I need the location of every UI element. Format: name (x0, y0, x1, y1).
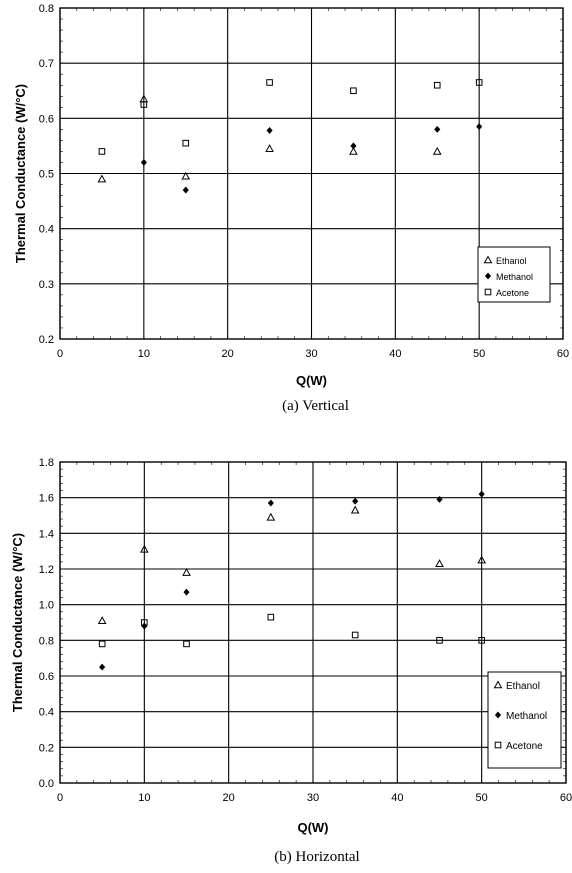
y-axis-title: Thermal Conductance (W/°C) (10, 533, 25, 712)
y-tick-label: 0.2 (39, 742, 54, 754)
data-point-ethanol (266, 512, 276, 521)
data-point-methanol (267, 499, 274, 507)
legend-marker-ethanol (483, 255, 493, 264)
y-tick-label: 1.6 (39, 493, 54, 505)
x-tick-label: 50 (473, 348, 485, 360)
legend-label-methanol: Methanol (506, 711, 547, 722)
x-tick-label: 20 (222, 348, 234, 360)
y-tick-label: 0.5 (39, 169, 54, 181)
legend-label-ethanol: Ethanol (506, 681, 540, 692)
x-tick-label: 50 (476, 792, 488, 804)
data-point-methanol (266, 126, 273, 135)
data-point-acetone (182, 139, 190, 147)
y-tick-label: 0.6 (39, 671, 54, 683)
data-point-acetone (351, 631, 359, 639)
data-point-ethanol (182, 568, 191, 576)
legend-marker-methanol (484, 272, 492, 280)
data-point-methanol (434, 125, 441, 133)
data-point-acetone (478, 637, 485, 644)
data-point-acetone (140, 101, 148, 108)
data-point-ethanol (181, 171, 191, 180)
legend: Ethanol Methanol Acetone (487, 671, 562, 769)
y-tick-label: 0.8 (39, 635, 54, 647)
y-tick-label: 1.0 (39, 600, 54, 612)
x-tick-label: 0 (57, 792, 63, 804)
x-axis-title: Q(W) (296, 373, 327, 388)
x-tick-label: 60 (557, 348, 569, 360)
legend-label-acetone: Acetone (506, 741, 543, 752)
y-tick-label: 0.7 (39, 58, 54, 70)
plot-frame (59, 461, 567, 784)
legend-label-ethanol: Ethanol (496, 256, 527, 266)
data-point-acetone (475, 79, 483, 86)
data-point-acetone (98, 148, 106, 155)
y-tick-label: 1.2 (39, 564, 54, 576)
y-tick-label: 0.6 (39, 113, 54, 125)
x-tick-label: 30 (305, 348, 317, 360)
legend-marker-methanol (494, 711, 502, 719)
x-axis-title: Q(W) (297, 820, 328, 835)
legend-label-methanol: Methanol (496, 272, 533, 282)
y-tick-label: 0.4 (39, 224, 54, 236)
data-point-methanol (183, 588, 190, 596)
figure-caption: (b) Horizontal (274, 849, 359, 865)
data-point-ethanol (265, 144, 274, 152)
x-tick-label: 60 (560, 792, 572, 804)
y-tick-label: 0.8 (39, 3, 54, 15)
figure-caption: (a) Vertical (282, 398, 349, 414)
data-point-methanol (140, 158, 147, 167)
legend-marker-ethanol (493, 680, 503, 689)
data-point-acetone (433, 81, 441, 89)
data-point-ethanol (432, 146, 442, 155)
x-tick-label: 20 (223, 792, 235, 804)
data-point-ethanol (97, 616, 107, 625)
legend: Ethanol Methanol Acetone (477, 246, 551, 303)
data-point-methanol (436, 495, 443, 504)
legend-label-acetone: Acetone (496, 288, 529, 298)
x-tick-label: 40 (389, 348, 401, 360)
data-point-methanol (141, 622, 148, 630)
data-point-ethanol (349, 146, 358, 155)
data-point-ethanol (435, 559, 444, 567)
data-point-acetone (266, 79, 273, 86)
chart-panel-horizontal: 0 10 20 30 40 50 60 0.0 0.2 0.4 0.6 0.8 1.0 1.2 1.4 1.6… (10, 457, 572, 865)
x-tick-label: 40 (391, 792, 403, 804)
data-point-acetone (267, 613, 275, 621)
data-point-acetone (183, 640, 190, 648)
y-tick-label: 0.0 (39, 778, 54, 790)
data-point-acetone (98, 640, 106, 648)
data-point-acetone (350, 87, 357, 95)
plot-frame (59, 7, 564, 340)
data-point-methanol (182, 186, 189, 194)
data-point-ethanol (350, 505, 360, 514)
data-point-methanol (476, 123, 483, 131)
data-point-acetone (436, 637, 443, 644)
legend-box (477, 246, 551, 303)
y-tick-label: 0.4 (39, 707, 54, 719)
y-tick-label: 1.4 (39, 528, 54, 540)
legend-marker-acetone (484, 288, 492, 296)
data-point-ethanol (477, 555, 487, 564)
x-tick-label: 0 (57, 348, 63, 360)
legend-marker-acetone (494, 741, 502, 749)
data-point-methanol (352, 497, 359, 505)
data-point-methanol (99, 663, 106, 671)
y-tick-label: 0.2 (39, 334, 54, 346)
data-point-acetone (141, 619, 148, 626)
y-tick-label: 0.3 (39, 279, 54, 291)
data-point-ethanol (97, 174, 107, 183)
chart-panel-vertical: 0 10 20 30 40 50 60 0.2 0.3 0.4 0.5 0.6 0.7 0.8 Q(W) Th… (13, 3, 569, 414)
y-tick-label: 1.8 (39, 457, 54, 469)
data-point-methanol (350, 142, 357, 150)
data-point-ethanol (139, 544, 149, 553)
data-point-methanol (478, 490, 485, 498)
x-tick-label: 30 (307, 792, 319, 804)
x-tick-label: 10 (138, 792, 150, 804)
y-axis-title: Thermal Conductance (W/°C) (13, 84, 28, 263)
x-tick-label: 10 (138, 348, 150, 360)
